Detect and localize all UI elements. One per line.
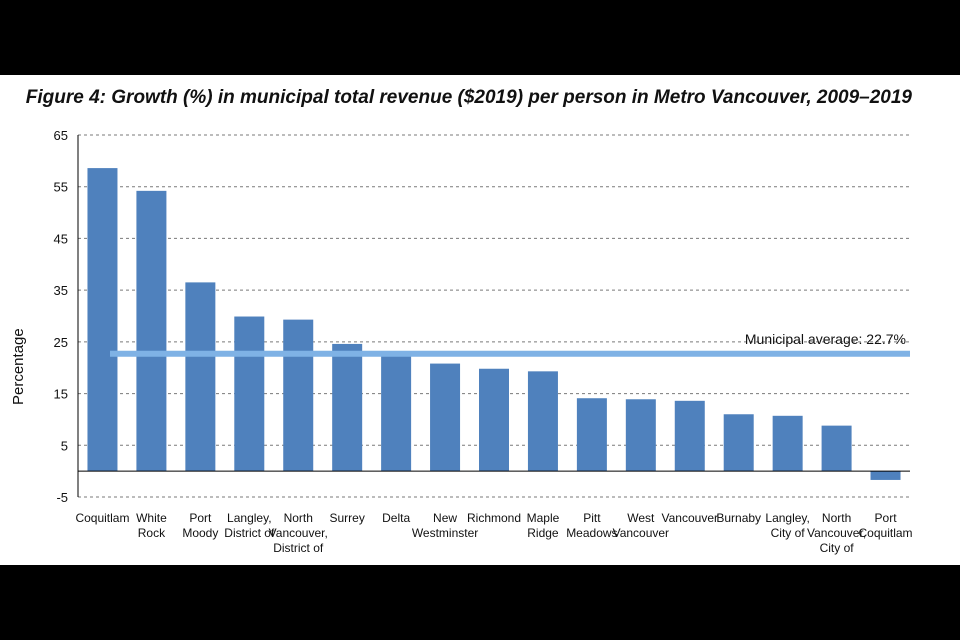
y-tick-label: 65 — [54, 128, 68, 143]
x-tick-label: Port Moody — [182, 511, 218, 540]
bar — [87, 168, 118, 472]
bar — [332, 343, 363, 472]
bar — [136, 190, 167, 472]
x-tick-label: Surrey — [330, 511, 365, 525]
bar — [821, 425, 852, 472]
x-tick-label: Langley, City of — [765, 511, 809, 540]
bar — [185, 282, 216, 472]
y-tick-label: 35 — [54, 283, 68, 298]
y-tick-label: 25 — [54, 335, 68, 350]
y-tick-label: 45 — [54, 231, 68, 246]
x-tick-label: White Rock — [136, 511, 167, 540]
x-tick-label: Langley, District of — [224, 511, 275, 540]
bar — [430, 363, 461, 472]
x-tick-label: Vancouver — [662, 511, 718, 525]
bar — [772, 415, 803, 472]
average-label: Municipal average: 22.7% — [745, 331, 906, 347]
x-tick-label: Maple Ridge — [527, 511, 560, 540]
bar — [576, 398, 607, 472]
y-tick-label: -5 — [56, 490, 68, 505]
bar — [527, 371, 558, 472]
bar — [234, 316, 265, 472]
x-tick-label: Coquitlam — [75, 511, 129, 525]
chart-title: Figure 4: Growth (%) in municipal total … — [25, 87, 912, 108]
bar — [723, 414, 754, 472]
x-tick-label: Delta — [382, 511, 410, 525]
x-tick-label: Richmond — [467, 511, 521, 525]
bar — [870, 471, 901, 480]
bar — [381, 351, 412, 472]
x-tick-label: Port Coquitlam — [859, 511, 913, 540]
y-tick-label: 5 — [61, 438, 68, 453]
x-tick-label: Burnaby — [716, 511, 761, 525]
chart-panel: Figure 4: Growth (%) in municipal total … — [0, 75, 960, 565]
x-tick-label: New Westminster — [412, 511, 478, 540]
bar — [479, 368, 509, 472]
x-tick-label: Pitt Meadows — [566, 511, 617, 540]
x-tick-label: North Vancouver, City of — [807, 511, 866, 555]
bar — [283, 319, 314, 472]
bar — [625, 399, 656, 472]
bar-chart: -5 5 15 25 35 45 55 65 Coquitlam White Rock Port Moo… — [54, 128, 913, 555]
y-tick-label: 15 — [54, 387, 68, 402]
y-tick-label: 55 — [54, 180, 68, 195]
bar — [674, 400, 705, 472]
x-tick-label: North Vancouver, District of — [269, 511, 328, 555]
x-tick-label: West Vancouver — [613, 511, 669, 540]
